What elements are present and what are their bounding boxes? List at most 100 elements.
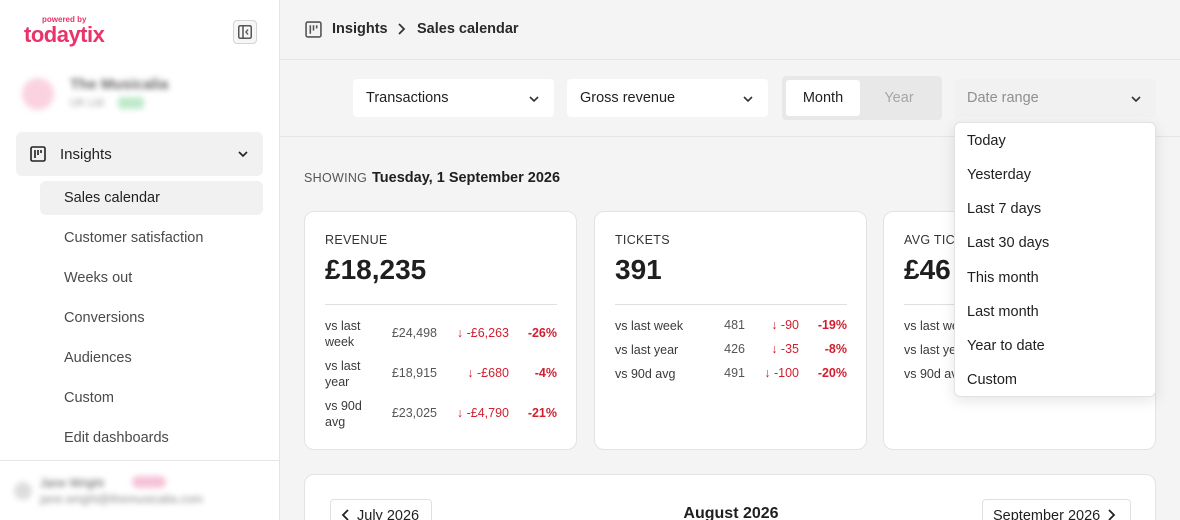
card-label: REVENUE	[325, 233, 388, 247]
comparison-row: vs last year £18,915 ↓ -£680 -4%	[325, 358, 557, 390]
comparison-row: vs 90d avg £23,025 ↓ -£4,790 -21%	[325, 398, 557, 430]
sidebar-collapse-icon	[238, 25, 252, 39]
sidebar-item-sales-calendar[interactable]: Sales calendar	[40, 181, 263, 215]
measure-select[interactable]: Gross revenue	[567, 79, 768, 117]
brand-logo[interactable]: powered by todaytix	[24, 15, 105, 47]
breadcrumb-insights[interactable]: Insights	[332, 21, 388, 37]
chevron-down-icon	[743, 96, 753, 103]
chevron-left-icon	[341, 509, 349, 520]
row-label: vs 90d avg	[615, 367, 676, 381]
row-label: vs last year	[904, 343, 968, 357]
org-switcher[interactable]: The Musicalia UK Ltd	[22, 72, 262, 116]
row-baseline: £18,915	[391, 366, 437, 380]
row-baseline: 426	[724, 342, 745, 356]
metric-select[interactable]: Transactions	[353, 79, 554, 117]
row-delta: ↓ -90	[771, 318, 799, 332]
org-avatar	[22, 78, 54, 110]
row-percent: -4%	[534, 366, 557, 380]
period-month-option[interactable]: Month	[786, 80, 860, 116]
user-email: jane.wright@themusicalia.com	[40, 492, 203, 506]
comparison-row: vs last year	[904, 342, 1136, 360]
date-range-option-custom[interactable]: Custom	[967, 372, 1017, 388]
card-divider	[325, 304, 557, 305]
collapse-sidebar-button[interactable]	[233, 20, 257, 44]
row-percent: -8%	[824, 342, 847, 356]
row-delta: ↓ -£6,263	[456, 326, 509, 340]
card-value: 391	[615, 254, 662, 285]
chevron-right-icon	[398, 23, 406, 35]
sidebar-item-conversions[interactable]: Conversions	[64, 310, 145, 326]
next-month-label: September 2026	[993, 508, 1101, 520]
sidebar-item-label: Insights	[60, 146, 112, 163]
date-range-option-last-month[interactable]: Last month	[967, 304, 1039, 320]
date-range-placeholder: Date range	[967, 90, 1039, 106]
comparison-row: vs last week £24,498 ↓ -£6,263 -26%	[325, 318, 557, 350]
chevron-down-icon	[238, 151, 248, 158]
row-label-line2: week	[325, 335, 355, 349]
user-name: Jane Wright	[40, 476, 104, 490]
sidebar-item-custom[interactable]: Custom	[64, 390, 114, 406]
card-value: £18,235	[325, 254, 427, 285]
period-year-option[interactable]: Year	[884, 90, 914, 106]
comparison-row: vs last week 481 ↓ -90 -19%	[615, 318, 847, 336]
date-range-option-last-30-days[interactable]: Last 30 days	[967, 235, 1050, 251]
row-label-line2: year	[325, 375, 350, 389]
date-range-option-yesterday[interactable]: Yesterday	[967, 167, 1031, 183]
logo-text: todaytix	[24, 22, 105, 47]
sidebar-item-edit-dashboards[interactable]: Edit dashboards	[64, 430, 169, 446]
chevron-right-icon	[1108, 509, 1116, 520]
row-percent: -19%	[817, 318, 847, 332]
sidebar: powered by todaytix The Musicalia UK Ltd…	[0, 0, 280, 520]
filter-bar: Transactions Gross revenue Month Year Da…	[280, 60, 1180, 137]
row-delta: ↓ -£4,790	[456, 406, 509, 420]
insights-icon	[305, 21, 322, 38]
card-divider	[615, 304, 847, 305]
row-percent: -20%	[817, 366, 847, 380]
date-range-menu: Today Yesterday Last 7 days Last 30 days…	[954, 122, 1156, 397]
breadcrumb-current: Sales calendar	[417, 21, 519, 37]
sidebar-item-insights[interactable]: Insights	[16, 132, 263, 176]
showing-date: Tuesday, 1 September 2026	[372, 170, 561, 186]
row-baseline: £24,498	[391, 326, 437, 340]
row-label: vs 90d avg	[325, 398, 362, 430]
previous-month-label: July 2026	[357, 508, 420, 520]
row-baseline: 491	[724, 366, 745, 380]
user-role-badge	[132, 476, 166, 488]
sidebar-item-weeks-out[interactable]: Weeks out	[64, 270, 133, 286]
date-range-option-last-7-days[interactable]: Last 7 days	[967, 201, 1042, 217]
period-toggle: Month Year	[782, 76, 942, 120]
org-name: The Musicalia	[70, 76, 169, 93]
sidebar-item-audiences[interactable]: Audiences	[64, 350, 132, 366]
org-sub: UK Ltd	[70, 97, 104, 109]
comparison-row: vs 90d avg 491 ↓ -100 -20%	[615, 366, 847, 384]
next-month-button[interactable]: September 2026	[982, 499, 1131, 520]
date-range-option-this-month[interactable]: This month	[967, 270, 1039, 286]
row-label: vs last week	[325, 318, 360, 350]
previous-month-button[interactable]: July 2026	[330, 499, 432, 520]
row-baseline: £23,025	[391, 406, 437, 420]
revenue-card: REVENUE £18,235 vs last week £24,498 ↓ -£…	[304, 211, 577, 450]
comparison-row: vs last year 426 ↓ -35 -8%	[615, 342, 847, 360]
sidebar-item-customer-satisfaction[interactable]: Customer satisfaction	[64, 230, 204, 246]
date-range-option-year-to-date[interactable]: Year to date	[967, 338, 1045, 354]
user-profile[interactable]: Jane Wright jane.wright@themusicalia.com	[14, 472, 264, 512]
date-range-select[interactable]: Date range	[954, 79, 1156, 117]
measure-select-value: Gross revenue	[580, 90, 676, 106]
card-label: TICKETS	[615, 233, 670, 247]
row-label-line1: vs last	[325, 359, 361, 373]
tickets-card: TICKETS 391 vs last week 481 ↓ -90 -19% …	[594, 211, 867, 450]
row-label-line2: avg	[325, 415, 346, 429]
org-tag	[118, 97, 144, 109]
row-delta: ↓ -100	[764, 366, 799, 380]
user-avatar	[14, 482, 32, 500]
comparison-row: vs 90d avg	[904, 366, 1136, 384]
row-delta: ↓ -35	[771, 342, 799, 356]
row-baseline: 481	[724, 318, 745, 332]
powered-by-text: powered by	[42, 15, 87, 24]
row-delta: ↓ -£680	[467, 366, 509, 380]
chevron-down-icon	[1131, 96, 1141, 103]
date-range-option-today[interactable]: Today	[967, 133, 1006, 149]
calendar-month-title: August 2026	[683, 505, 779, 520]
card-value: £46	[904, 254, 951, 285]
showing-label: SHOWING	[304, 171, 368, 185]
